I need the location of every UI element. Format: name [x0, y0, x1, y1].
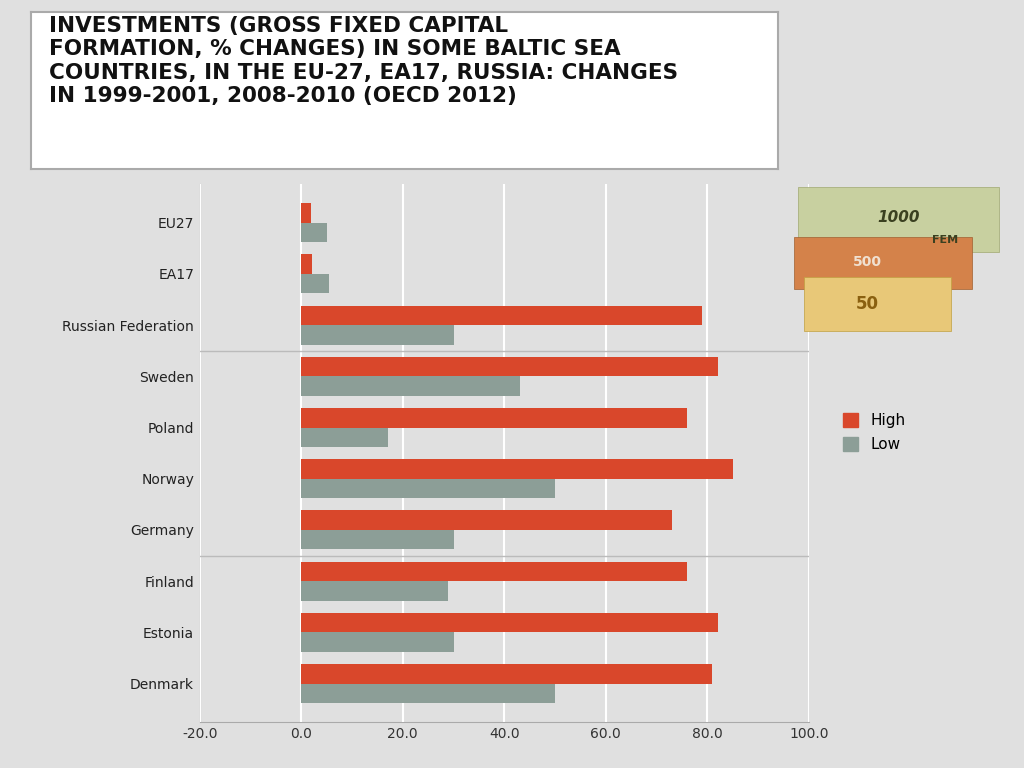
Bar — [301, 561, 687, 581]
Bar — [301, 325, 454, 345]
Bar — [301, 530, 454, 549]
Polygon shape — [798, 187, 999, 252]
Bar — [301, 684, 555, 703]
Bar — [301, 254, 312, 274]
Bar — [301, 478, 555, 498]
Polygon shape — [794, 237, 972, 290]
Bar — [301, 632, 454, 652]
Bar — [301, 613, 718, 632]
Text: 50: 50 — [856, 295, 879, 313]
Bar — [301, 274, 329, 293]
Bar — [301, 408, 687, 428]
Text: FEM: FEM — [932, 235, 957, 245]
Bar — [301, 664, 713, 684]
Legend: High, Low: High, Low — [837, 407, 912, 458]
Bar — [301, 459, 733, 478]
Bar — [301, 204, 311, 223]
Bar — [301, 581, 449, 601]
Bar — [301, 357, 718, 376]
Bar — [301, 511, 672, 530]
Bar — [301, 428, 387, 447]
Bar — [301, 223, 327, 242]
Bar — [301, 306, 702, 325]
Polygon shape — [804, 277, 951, 331]
Text: 1000: 1000 — [878, 210, 920, 225]
Text: INVESTMENTS (GROSS FIXED CAPITAL
FORMATION, % CHANGES) IN SOME BALTIC SEA
COUNTR: INVESTMENTS (GROSS FIXED CAPITAL FORMATI… — [49, 16, 679, 106]
Bar — [301, 376, 519, 396]
Text: 500: 500 — [853, 255, 882, 270]
